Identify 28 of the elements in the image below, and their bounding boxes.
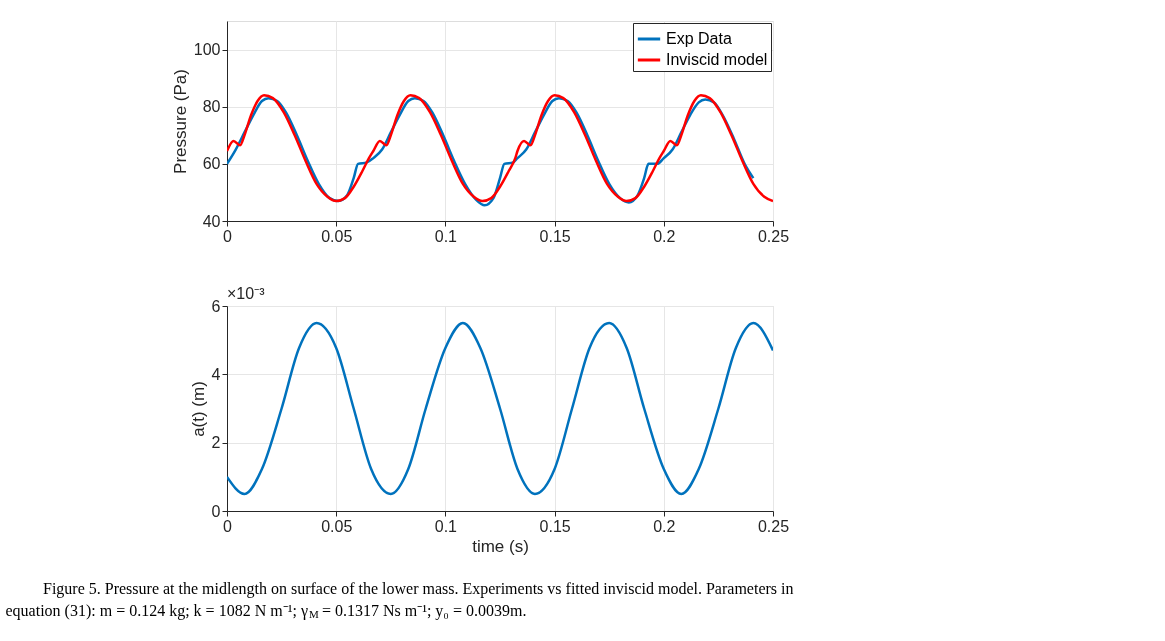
x-tick-label: 0.1 (434, 517, 458, 535)
y-tick-label: 60 (202, 155, 221, 173)
legend-label: Inviscid model (666, 51, 768, 68)
y-tick-label: 40 (202, 212, 221, 230)
y-axis-title: Pressure (Pa) (170, 69, 190, 174)
y-tick-label: 80 (202, 98, 221, 116)
y-axis-title: a(t) (m) (188, 381, 208, 437)
x-axis-title: time (s) (472, 536, 529, 556)
x-tick-label: 0 (223, 227, 233, 245)
y-tick-label: 0 (211, 502, 221, 520)
text: ×10⁻³ (227, 285, 266, 302)
y-tick-label: 2 (211, 434, 221, 452)
x-tick-label: 0.2 (653, 227, 676, 245)
x-tick-label: 0.1 (434, 227, 458, 245)
x-tick-label: 0.15 (539, 227, 571, 245)
x-tick-label: 0.15 (539, 517, 571, 535)
x-tick-label: 0.25 (757, 517, 790, 535)
x-tick-label: 0.05 (321, 227, 353, 245)
x-tick-label: 0.05 (321, 517, 353, 535)
y-tick-label: 100 (193, 41, 221, 59)
y-tick-label: 4 (211, 365, 221, 383)
line-series (227, 321, 773, 496)
x-tick-label: 0.2 (653, 517, 676, 535)
legend-label: Exp Data (666, 30, 732, 47)
x-tick-label: 0 (223, 517, 233, 535)
caption: Figure 5. Pressure at the midlength on surface of the lower mass. Experiments vs fitted inviscid model. Parameters in (43, 580, 794, 598)
y-tick-label: 6 (211, 297, 221, 315)
x-tick-label: 0.25 (757, 227, 790, 245)
